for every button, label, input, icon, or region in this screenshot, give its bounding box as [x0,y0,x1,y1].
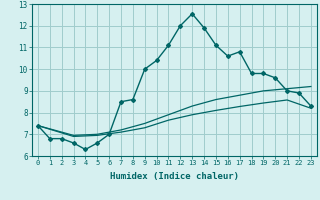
X-axis label: Humidex (Indice chaleur): Humidex (Indice chaleur) [110,172,239,181]
